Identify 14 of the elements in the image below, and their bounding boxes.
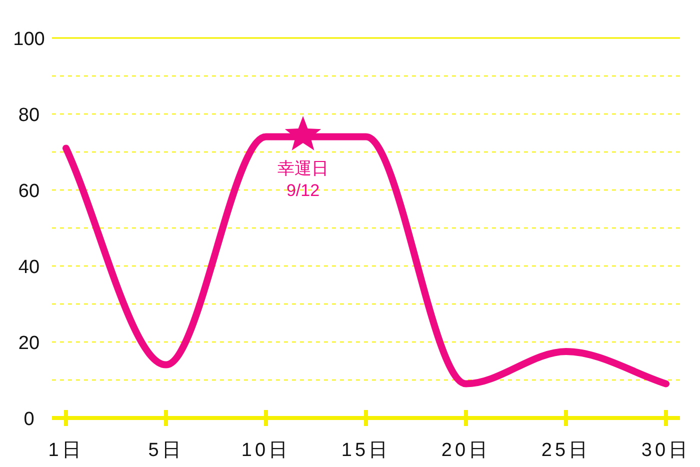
y-tick-label: 40: [18, 257, 40, 278]
x-tick-label: 1日: [48, 440, 84, 461]
x-tick-label: 5日: [148, 440, 184, 461]
y-tick-label: 60: [18, 181, 40, 202]
x-tick-label: 30日: [641, 440, 691, 461]
y-tick-label: 80: [18, 105, 40, 126]
y-tick-label: 100: [13, 29, 45, 50]
x-tick-label: 15日: [341, 440, 391, 461]
y-tick-label: 0: [24, 409, 34, 430]
x-tick-label: 20日: [441, 440, 491, 461]
x-tick-label: 10日: [241, 440, 291, 461]
y-tick-label: 20: [18, 333, 40, 354]
annotation: 幸運日 9/12: [278, 159, 328, 200]
x-tick-label: 25日: [541, 440, 591, 461]
